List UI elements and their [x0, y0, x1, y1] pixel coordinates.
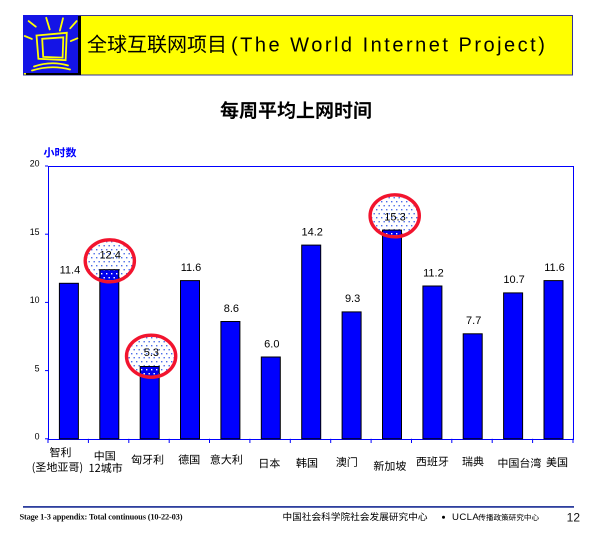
svg-text:10: 10: [30, 295, 40, 305]
svg-text:6.0: 6.0: [264, 338, 279, 350]
svg-text:Stage 1-3 appendix: Total cont: Stage 1-3 appendix: Total continuous (10…: [20, 513, 183, 522]
svg-text:0: 0: [35, 432, 40, 442]
svg-text:15.3: 15.3: [384, 211, 405, 223]
svg-text:5: 5: [35, 363, 40, 373]
svg-text:14.2: 14.2: [301, 226, 322, 238]
svg-text:7.7: 7.7: [466, 315, 481, 327]
svg-text:5.3: 5.3: [144, 347, 159, 359]
svg-text:11.6: 11.6: [181, 262, 202, 274]
svg-text:11.4: 11.4: [60, 265, 81, 277]
svg-text:9.3: 9.3: [345, 293, 360, 305]
svg-text:11.2: 11.2: [423, 267, 444, 279]
svg-text:8.6: 8.6: [224, 303, 239, 315]
svg-text:12: 12: [567, 511, 581, 525]
svg-text:11.6: 11.6: [544, 262, 565, 274]
svg-text:15: 15: [30, 227, 40, 237]
svg-text:(The World Internet Project): (The World Internet Project): [231, 35, 547, 57]
svg-text:20: 20: [30, 159, 40, 169]
svg-text:10.7: 10.7: [503, 274, 524, 286]
svg-text:UCLA: UCLA: [452, 512, 479, 523]
svg-text:12.4: 12.4: [99, 250, 120, 262]
